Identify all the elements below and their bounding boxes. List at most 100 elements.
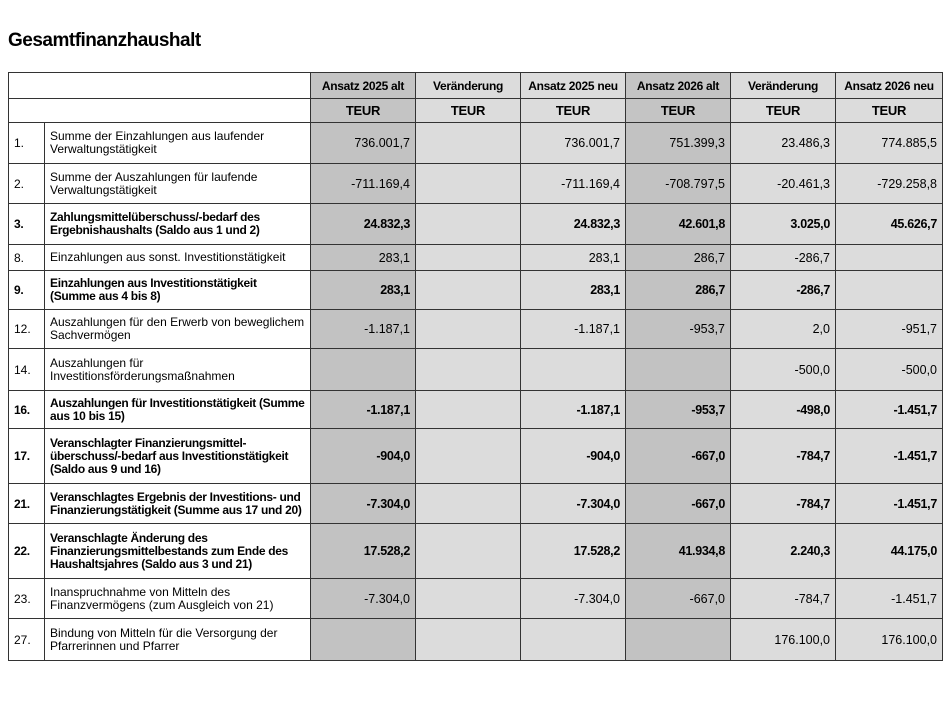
value-cell: 283,1 [520,270,626,310]
value-cell [415,309,521,349]
value-cell [520,348,626,391]
column-header: Veränderung [415,72,521,99]
value-cell [625,618,731,661]
row-description: Bindung von Mitteln für die Versorgung d… [44,618,311,661]
table-row: 12. Auszahlungen für den Erwerb von beweg… [8,309,943,349]
value-cell: 286,7 [625,270,731,310]
value-cell: 283,1 [310,244,416,271]
value-cell: -7.304,0 [310,483,416,524]
value-cell: -711.169,4 [520,163,626,204]
value-cell [415,163,521,204]
table-row: 1. Summe der Einzahlungen aus laufender V… [8,122,943,164]
value-cell [415,122,521,164]
value-cell: -1.451,7 [835,428,943,484]
header-blank [8,72,311,99]
value-cell: 176.100,0 [835,618,943,661]
value-cell: -1.187,1 [310,390,416,429]
row-number: 8. [8,244,45,271]
unit-label: TEUR [415,98,521,123]
value-cell: -1.451,7 [835,390,943,429]
value-cell: -498,0 [730,390,836,429]
row-number: 3. [8,203,45,245]
row-number: 17. [8,428,45,484]
value-cell [415,244,521,271]
header-row: Ansatz 2025 alt Veränderung Ansatz 2025 … [8,72,943,99]
table-row: 17. Veranschlagter Finanzierungsmittel-üb… [8,428,943,484]
value-cell: 17.528,2 [520,523,626,579]
value-cell: -951,7 [835,309,943,349]
value-cell [415,348,521,391]
row-number: 2. [8,163,45,204]
value-cell: -667,0 [625,578,731,619]
value-cell [415,428,521,484]
row-description: Veranschlagte Änderung des Finanzierungs… [44,523,311,579]
table-row: 23. Inanspruchnahme von Mitteln des Finan… [8,578,943,619]
column-header: Ansatz 2026 neu [835,72,943,99]
value-cell: -953,7 [625,309,731,349]
value-cell [520,618,626,661]
value-cell: -904,0 [520,428,626,484]
table-row: 22. Veranschlagte Änderung des Finanzieru… [8,523,943,579]
row-description: Veranschlagtes Ergebnis der Investitions… [44,483,311,524]
value-cell: -904,0 [310,428,416,484]
value-cell: -667,0 [625,428,731,484]
value-cell: 24.832,3 [310,203,416,245]
unit-label: TEUR [310,98,416,123]
value-cell [835,270,943,310]
value-cell: 42.601,8 [625,203,731,245]
table-row: 3. Zahlungsmittelüberschuss/-bedarf des E… [8,203,943,245]
value-cell: 736.001,7 [520,122,626,164]
row-number: 22. [8,523,45,579]
header-blank [8,98,311,123]
value-cell: 2,0 [730,309,836,349]
value-cell: 41.934,8 [625,523,731,579]
table-row: 27. Bindung von Mitteln für die Versorgun… [8,618,943,661]
table-row: 14. Auszahlungen für Investitionsförderun… [8,348,943,391]
row-number: 27. [8,618,45,661]
row-description: Auszahlungen für den Erwerb von beweglic… [44,309,311,349]
value-cell: 283,1 [310,270,416,310]
value-cell: 45.626,7 [835,203,943,245]
row-description: Veranschlagter Finanzierungsmittel-übers… [44,428,311,484]
table-row: 2. Summe der Auszahlungen für laufende Ve… [8,163,943,204]
value-cell: 176.100,0 [730,618,836,661]
value-cell [415,523,521,579]
value-cell: -7.304,0 [520,483,626,524]
value-cell: -708.797,5 [625,163,731,204]
row-number: 14. [8,348,45,391]
value-cell: 23.486,3 [730,122,836,164]
unit-row: TEUR TEUR TEUR TEUR TEUR TEUR [8,98,943,123]
column-header: Ansatz 2026 alt [625,72,731,99]
value-cell: -286,7 [730,270,836,310]
value-cell: 3.025,0 [730,203,836,245]
column-header: Ansatz 2025 neu [520,72,626,99]
row-number: 9. [8,270,45,310]
table-row: 8. Einzahlungen aus sonst. Investitionstä… [8,244,943,271]
row-number: 12. [8,309,45,349]
value-cell [415,578,521,619]
value-cell [625,348,731,391]
row-description: Auszahlungen für Investitionsförderungsm… [44,348,311,391]
row-description: Inanspruchnahme von Mitteln des Finanzve… [44,578,311,619]
unit-label: TEUR [625,98,731,123]
value-cell [415,270,521,310]
unit-label: TEUR [835,98,943,123]
table-row: 21. Veranschlagtes Ergebnis der Investiti… [8,483,943,524]
row-number: 16. [8,390,45,429]
value-cell: -1.187,1 [520,309,626,349]
value-cell: 44.175,0 [835,523,943,579]
row-description: Summe der Auszahlungen für laufende Verw… [44,163,311,204]
column-header: Ansatz 2025 alt [310,72,416,99]
row-number: 1. [8,122,45,164]
value-cell: -784,7 [730,483,836,524]
value-cell: 17.528,2 [310,523,416,579]
column-header: Veränderung [730,72,836,99]
value-cell: -711.169,4 [310,163,416,204]
unit-label: TEUR [730,98,836,123]
value-cell [415,483,521,524]
value-cell [415,390,521,429]
value-cell: -7.304,0 [310,578,416,619]
value-cell [415,618,521,661]
row-number: 21. [8,483,45,524]
value-cell: 751.399,3 [625,122,731,164]
